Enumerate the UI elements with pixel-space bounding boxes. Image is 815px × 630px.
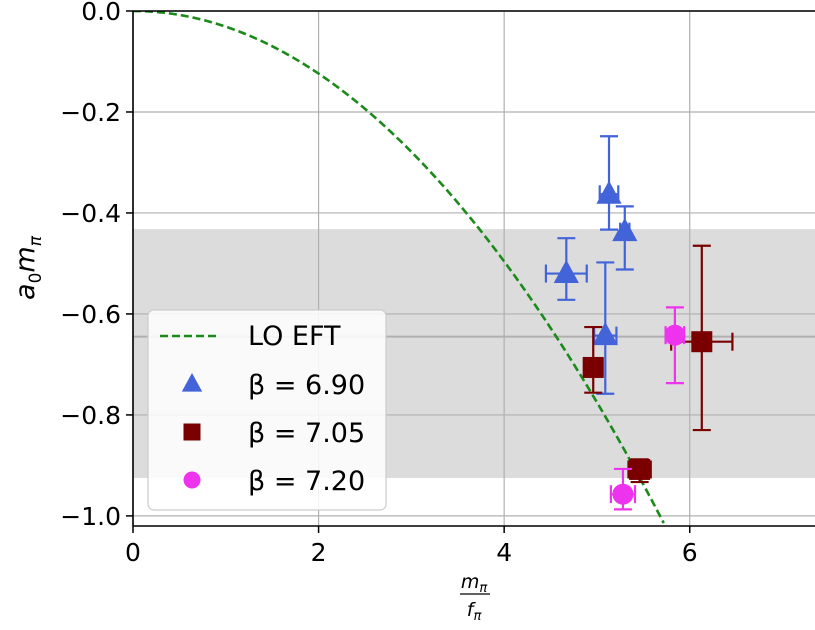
lo-eft-curve bbox=[133, 11, 665, 524]
x-axis-label: mπ fπ bbox=[460, 571, 490, 624]
data-point bbox=[629, 458, 651, 480]
data-point bbox=[612, 483, 634, 505]
legend-swatch-square bbox=[183, 423, 201, 441]
svg-text:a0mπ: a0mπ bbox=[10, 235, 46, 300]
y-tick-label: −1.0 bbox=[60, 502, 121, 531]
data-point bbox=[596, 180, 622, 204]
x-tick-label: 2 bbox=[311, 538, 327, 567]
tick-marks: 0 2 4 6 0.0 −0.2 −0.4 −0.6 −0.8 −1.0 bbox=[60, 0, 697, 567]
legend: LO EFT β = 6.90 β = 7.05 β = 7.20 bbox=[147, 309, 387, 511]
legend-swatch-triangle bbox=[181, 372, 203, 392]
lo-eft-curve-layer bbox=[133, 11, 665, 524]
y-tick-label: 0.0 bbox=[81, 0, 121, 26]
svg-text:mπ: mπ bbox=[461, 571, 488, 596]
data-point bbox=[664, 324, 686, 346]
legend-box bbox=[147, 309, 387, 511]
x-tick-label: 0 bbox=[125, 538, 141, 567]
y-tick-label: −0.2 bbox=[60, 98, 121, 127]
y-tick-label: −0.6 bbox=[60, 300, 121, 329]
series-triangle bbox=[544, 135, 638, 395]
svg-text:fπ: fπ bbox=[467, 599, 482, 624]
y-tick-label: −0.8 bbox=[60, 401, 121, 430]
data-point bbox=[553, 259, 579, 283]
legend-label-square: β = 7.05 bbox=[248, 418, 365, 449]
x-tick-label: 6 bbox=[682, 538, 698, 567]
data-points bbox=[544, 135, 734, 511]
legend-label-lo-eft: LO EFT bbox=[248, 321, 341, 352]
series-circle bbox=[609, 306, 686, 511]
legend-label-triangle: β = 6.90 bbox=[248, 370, 365, 401]
axes bbox=[132, 10, 815, 527]
data-point bbox=[582, 356, 604, 378]
x-tick-label: 4 bbox=[496, 538, 512, 567]
data-point bbox=[612, 217, 638, 242]
legend-label-circle: β = 7.20 bbox=[248, 466, 365, 497]
series-square bbox=[582, 244, 734, 484]
data-point bbox=[592, 322, 618, 346]
y-tick-label: −0.4 bbox=[60, 199, 121, 228]
legend-swatch-circle bbox=[183, 471, 201, 489]
data-point bbox=[691, 331, 713, 353]
y-axis-label: a0mπ bbox=[10, 235, 46, 300]
